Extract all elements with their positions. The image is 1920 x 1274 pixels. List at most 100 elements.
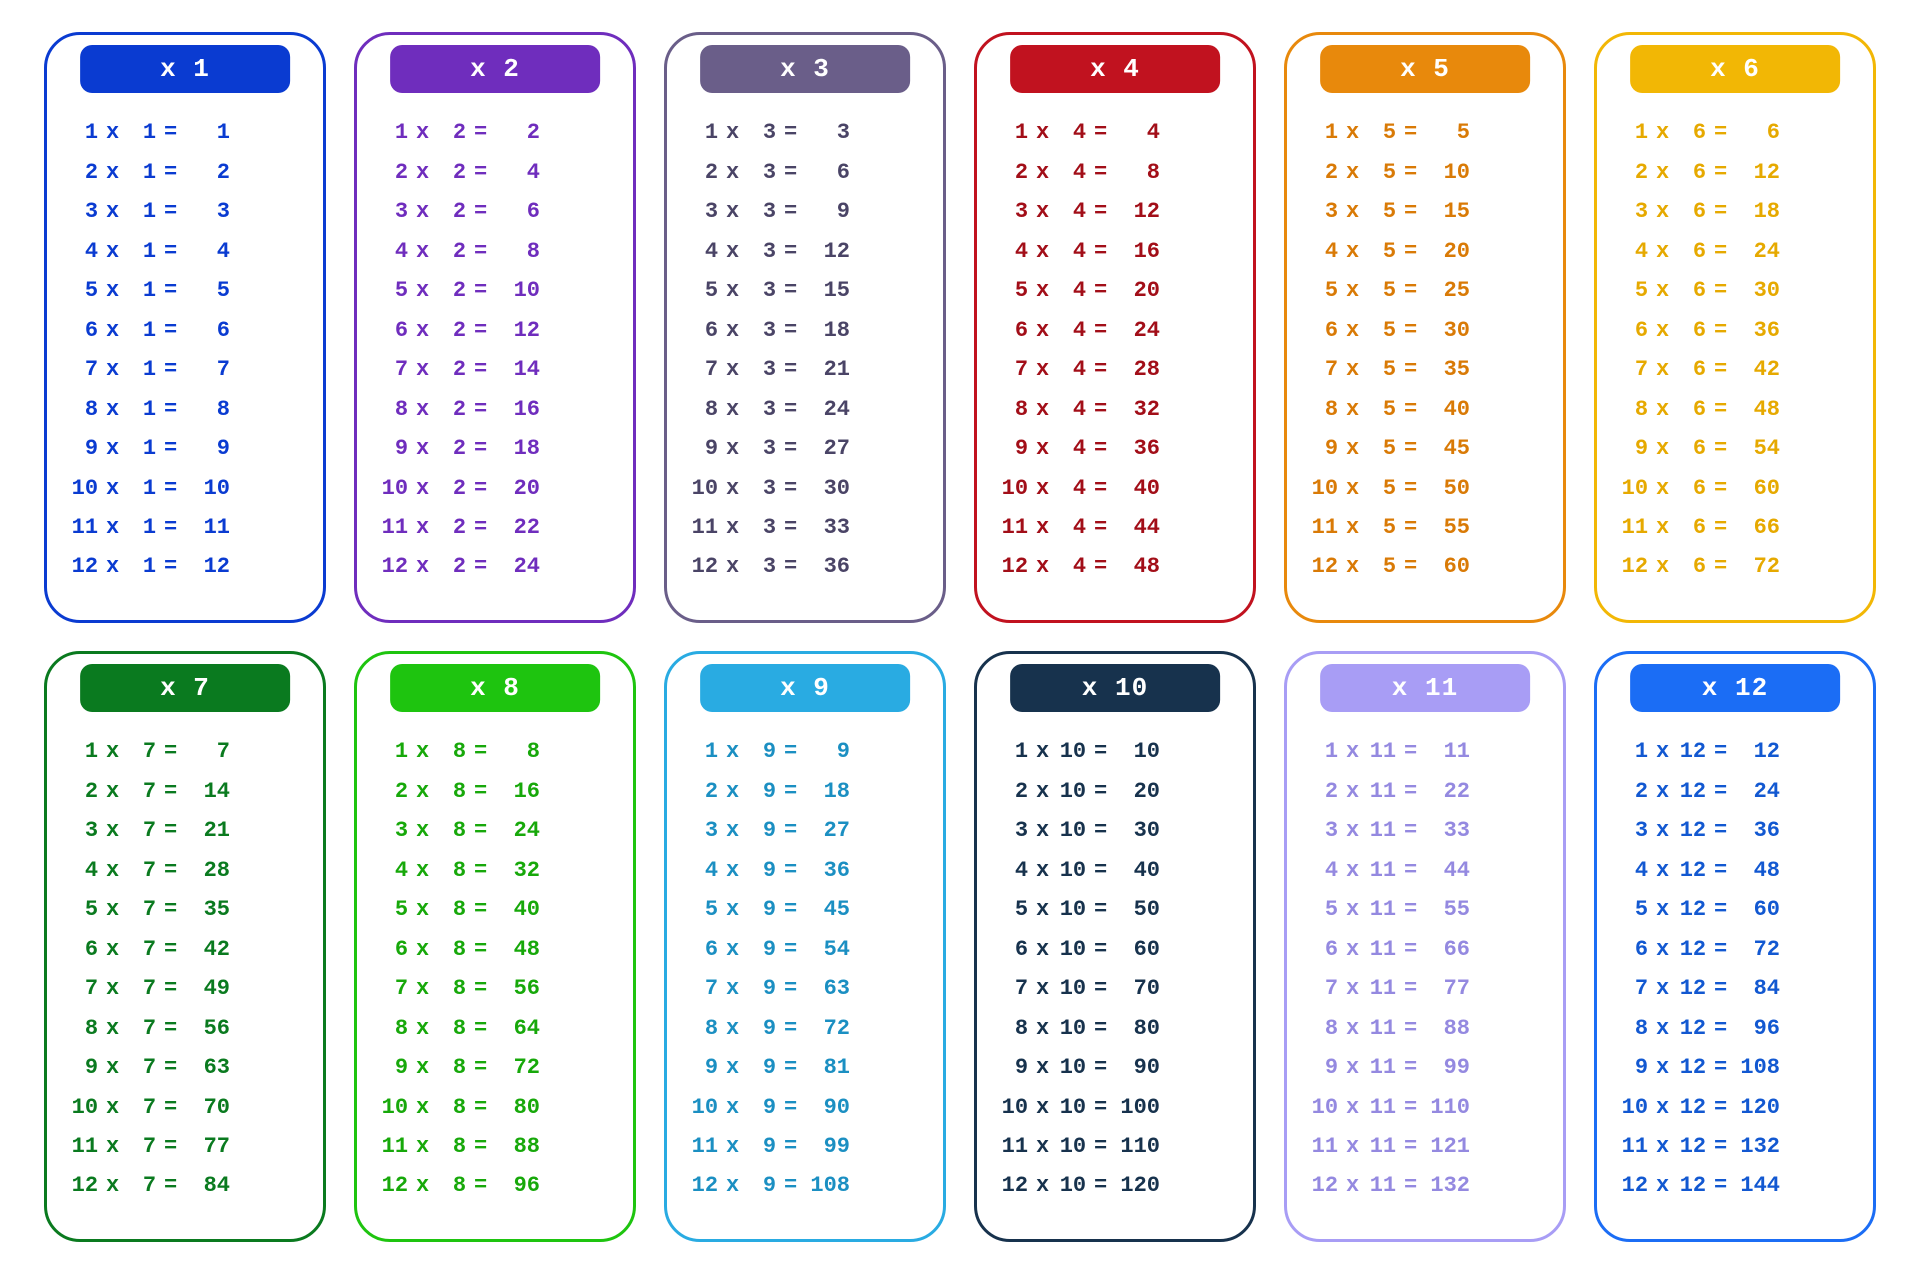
product: 18	[1735, 201, 1780, 223]
multiplicand: 10	[69, 478, 98, 500]
multiplier: 4	[1057, 241, 1086, 263]
product: 42	[185, 939, 230, 961]
times-symbol: x	[98, 820, 127, 842]
table-header: x 7	[80, 664, 290, 712]
multiplicand: 7	[689, 359, 718, 381]
times-symbol: x	[408, 399, 437, 421]
product: 28	[1115, 359, 1160, 381]
multiplication-row: 1x6=6	[1619, 122, 1851, 144]
product: 99	[805, 1136, 850, 1158]
multiplicand: 3	[689, 820, 718, 842]
equals-symbol: =	[776, 320, 805, 342]
multiplier: 11	[1367, 1136, 1396, 1158]
times-symbol: x	[1648, 320, 1677, 342]
product: 22	[495, 517, 540, 539]
multiplier: 3	[747, 320, 776, 342]
times-symbol: x	[718, 280, 747, 302]
multiplier: 9	[747, 939, 776, 961]
multiplier: 7	[127, 741, 156, 763]
product: 32	[1115, 399, 1160, 421]
multiplicand: 1	[69, 122, 98, 144]
multiplier: 6	[1677, 122, 1706, 144]
multiplier: 7	[127, 1097, 156, 1119]
times-symbol: x	[98, 781, 127, 803]
multiplicand: 11	[1619, 1136, 1648, 1158]
multiplicand: 4	[689, 241, 718, 263]
product: 81	[805, 1057, 850, 1079]
equals-symbol: =	[1396, 1018, 1425, 1040]
equals-symbol: =	[1396, 122, 1425, 144]
multiplier: 10	[1057, 1097, 1086, 1119]
multiplicand: 11	[1309, 1136, 1338, 1158]
equals-symbol: =	[156, 820, 185, 842]
multiplicand: 12	[379, 556, 408, 578]
product: 3	[805, 122, 850, 144]
equals-symbol: =	[1706, 939, 1735, 961]
times-symbol: x	[1028, 1136, 1057, 1158]
multiplication-row: 8x10=80	[999, 1018, 1231, 1040]
multiplier: 4	[1057, 320, 1086, 342]
multiplier: 7	[127, 820, 156, 842]
multiplication-row: 7x1=7	[69, 359, 301, 381]
equals-symbol: =	[156, 399, 185, 421]
multiplicand: 7	[999, 359, 1028, 381]
multiplicand: 10	[379, 1097, 408, 1119]
equals-symbol: =	[466, 1018, 495, 1040]
product: 6	[805, 162, 850, 184]
equals-symbol: =	[1706, 438, 1735, 460]
times-symbol: x	[1028, 359, 1057, 381]
multiplication-row: 9x3=27	[689, 438, 921, 460]
times-symbol: x	[1028, 860, 1057, 882]
multiplicand: 6	[379, 939, 408, 961]
multiplier: 5	[1367, 320, 1396, 342]
multiplication-row: 12x5=60	[1309, 556, 1541, 578]
times-symbol: x	[718, 1175, 747, 1197]
times-symbol: x	[1338, 1175, 1367, 1197]
product: 90	[805, 1097, 850, 1119]
product: 108	[1735, 1057, 1780, 1079]
times-symbol: x	[98, 359, 127, 381]
equals-symbol: =	[466, 556, 495, 578]
equals-symbol: =	[776, 201, 805, 223]
product: 84	[185, 1175, 230, 1197]
multiplication-row: 3x5=15	[1309, 201, 1541, 223]
table-header: x 8	[390, 664, 600, 712]
times-symbol: x	[1648, 359, 1677, 381]
equals-symbol: =	[776, 899, 805, 921]
multiplication-row: 9x4=36	[999, 438, 1231, 460]
multiplier: 12	[1677, 899, 1706, 921]
equals-symbol: =	[776, 162, 805, 184]
multiplier: 12	[1677, 978, 1706, 1000]
multiplicand: 10	[689, 478, 718, 500]
equals-symbol: =	[466, 978, 495, 1000]
multiplier: 8	[437, 939, 466, 961]
multiplier: 6	[1677, 201, 1706, 223]
equals-symbol: =	[776, 478, 805, 500]
multiplicand: 2	[379, 781, 408, 803]
times-symbol: x	[98, 438, 127, 460]
multiplication-row: 6x1=6	[69, 320, 301, 342]
times-symbol: x	[1338, 320, 1367, 342]
equals-symbol: =	[156, 978, 185, 1000]
multiplier: 5	[1367, 399, 1396, 421]
multiplier: 10	[1057, 1136, 1086, 1158]
times-symbol: x	[1028, 1097, 1057, 1119]
multiplication-row: 6x7=42	[69, 939, 301, 961]
times-table-card-6: x 61x6=62x6=123x6=184x6=245x6=306x6=367x…	[1594, 32, 1876, 623]
multiplier: 3	[747, 556, 776, 578]
multiplication-row: 4x8=32	[379, 860, 611, 882]
times-symbol: x	[1338, 201, 1367, 223]
product: 55	[1425, 517, 1470, 539]
product: 72	[805, 1018, 850, 1040]
times-symbol: x	[1338, 438, 1367, 460]
product: 48	[1115, 556, 1160, 578]
product: 33	[805, 517, 850, 539]
multiplicand: 1	[1619, 741, 1648, 763]
times-symbol: x	[408, 820, 437, 842]
multiplicand: 9	[1619, 1057, 1648, 1079]
product: 55	[1425, 899, 1470, 921]
equals-symbol: =	[776, 741, 805, 763]
equals-symbol: =	[1086, 741, 1115, 763]
multiplier: 8	[437, 781, 466, 803]
equals-symbol: =	[1706, 1175, 1735, 1197]
